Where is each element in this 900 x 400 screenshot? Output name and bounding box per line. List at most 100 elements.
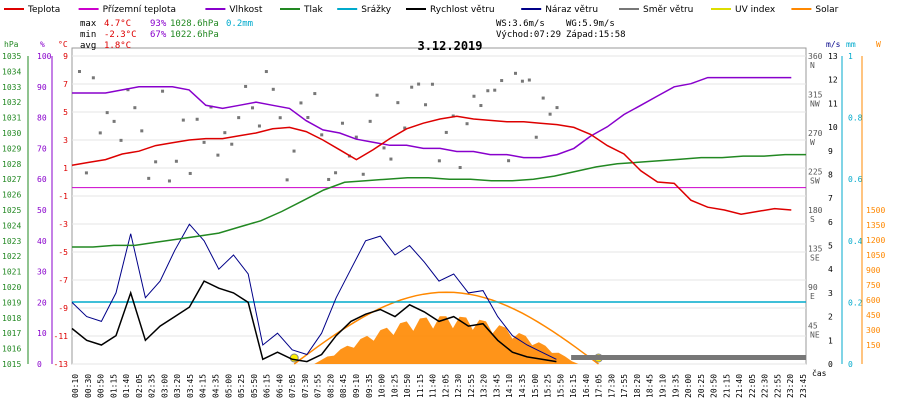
wind-direction-point [257, 124, 261, 128]
wind-direction-point [167, 179, 171, 183]
direction-deg-label: 315 [808, 91, 823, 100]
wind-direction-point [361, 172, 365, 176]
wind-direction-point [424, 103, 428, 107]
wind-direction-point [507, 159, 511, 163]
celsius-tick-label: -1 [58, 192, 68, 201]
hpa-tick-label: 1029 [2, 144, 21, 153]
wind-direction-point [264, 70, 268, 74]
hpa-tick-label: 1033 [2, 83, 21, 92]
x-tick-label: 02:05 [135, 374, 144, 398]
x-tick-label: 22:30 [761, 374, 770, 398]
x-tick-label: 03:00 [160, 374, 169, 398]
mm-tick-label: 0.8 [848, 114, 863, 123]
x-tick-label: 12:55 [467, 374, 476, 398]
w-tick-label: 1350 [866, 221, 885, 230]
legend-label: Rychlost větru [430, 5, 495, 15]
ms-tick-label: 13 [828, 52, 838, 61]
unit-celsius: °C [58, 40, 68, 49]
w-tick-label: 600 [866, 296, 881, 305]
wind-direction-point [154, 160, 158, 164]
x-tick-label: 15:50 [556, 374, 565, 398]
wind-direction-point [555, 106, 559, 110]
ms-tick-label: 3 [828, 289, 833, 298]
x-tick-label: 09:10 [352, 374, 361, 398]
stat-avg-label: avg [80, 41, 96, 51]
hpa-tick-label: 1030 [2, 129, 21, 138]
wind-direction-point [410, 85, 414, 89]
ms-tick-label: 11 [828, 99, 838, 108]
celsius-tick-label: -3 [58, 220, 68, 229]
pct-tick-label: 80 [37, 114, 47, 123]
wind-direction-point [98, 131, 102, 135]
x-tick-label: 07:30 [301, 374, 310, 398]
w-tick-label: 450 [866, 311, 881, 320]
unit-ms: m/s [826, 40, 841, 49]
direction-label: SW [810, 177, 820, 186]
ms-tick-label: 12 [828, 76, 838, 85]
x-tick-label: 10:25 [390, 374, 399, 398]
legend-label: Náraz větru [545, 5, 598, 15]
hpa-tick-label: 1023 [2, 237, 21, 246]
x-tick-label: 04:15 [199, 374, 208, 398]
wind-direction-point [181, 118, 185, 122]
wind-direction-point [437, 159, 441, 163]
ms-tick-label: 1 [828, 336, 833, 345]
ms-tick-label: 9 [828, 147, 833, 156]
x-tick-label: 21:15 [722, 374, 731, 398]
x-tick-label: 18:20 [633, 374, 642, 398]
wind-direction-point [520, 79, 524, 83]
wind-direction-point [278, 116, 282, 120]
wind-direction-point [112, 119, 116, 123]
wind-direction-point [430, 82, 434, 86]
wind-direction-point [202, 140, 206, 144]
celsius-tick-label: 1 [63, 164, 68, 173]
legend-label: Přízemní teplota [103, 5, 176, 15]
x-tick-label: 10:00 [378, 374, 387, 398]
w-tick-label: 750 [866, 281, 881, 290]
stat-min-label: min [80, 30, 96, 40]
wind-direction-point [244, 84, 248, 88]
ms-tick-label: 5 [828, 242, 833, 251]
x-tick-label: 08:45 [339, 374, 348, 398]
direction-label: W [810, 138, 815, 147]
wind-direction-point [493, 88, 497, 92]
x-tick-label: 19:10 [659, 374, 668, 398]
celsius-tick-label: 5 [63, 108, 68, 117]
unit-hpa: hPa [4, 40, 19, 49]
unit-mm: mm [846, 40, 856, 49]
wind-direction-point [458, 166, 462, 170]
wind-direction-point [472, 94, 476, 98]
hpa-tick-label: 1025 [2, 206, 21, 215]
wind-direction-point [486, 89, 490, 93]
wind-direction-point [513, 71, 517, 75]
x-tick-label: 15:25 [544, 374, 553, 398]
wind-direction-point [188, 171, 192, 175]
hpa-tick-label: 1021 [2, 268, 21, 277]
pct-tick-label: 60 [37, 175, 47, 184]
hpa-tick-label: 1016 [2, 345, 21, 354]
wind-gust-line [71, 223, 557, 360]
x-tick-label: 15:00 [531, 374, 540, 398]
x-tick-label: 02:35 [148, 374, 157, 398]
wind-direction-point [479, 104, 483, 108]
x-tick-label: 18:45 [646, 374, 655, 398]
wind-direction-point [195, 117, 199, 121]
direction-deg-label: 270 [808, 129, 823, 138]
ms-tick-label: 10 [828, 123, 838, 132]
x-tick-label: 03:45 [186, 374, 195, 398]
hpa-tick-label: 1032 [2, 98, 21, 107]
x-tick-label: 19:35 [671, 374, 680, 398]
pct-tick-label: 100 [37, 52, 52, 61]
temperature-line [71, 115, 792, 215]
stat-max-hum: 93% [150, 19, 167, 29]
pct-tick-label: 40 [37, 237, 47, 246]
x-tick-label: 00:10 [71, 374, 80, 398]
w-tick-label: 1200 [866, 236, 885, 245]
stat-sunrise: Východ:07:29 [496, 30, 561, 40]
wind-direction-point [403, 126, 407, 130]
direction-label: E [810, 292, 815, 301]
celsius-tick-label: -5 [58, 248, 68, 257]
stat-max-rain: 0.2mm [226, 19, 253, 29]
x-tick-label: 05:50 [250, 374, 259, 398]
